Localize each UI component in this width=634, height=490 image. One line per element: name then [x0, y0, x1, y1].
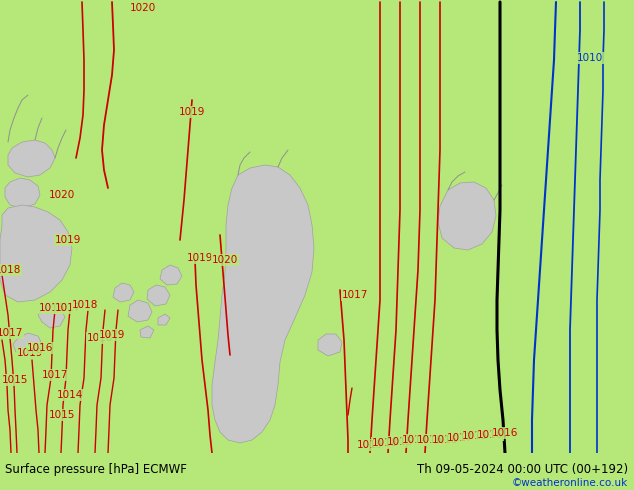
- Text: 1015: 1015: [387, 437, 413, 447]
- Polygon shape: [438, 182, 496, 250]
- Text: 1017: 1017: [342, 290, 368, 300]
- Text: Surface pressure [hPa] ECMWF: Surface pressure [hPa] ECMWF: [5, 464, 187, 476]
- Polygon shape: [13, 333, 42, 356]
- Polygon shape: [0, 205, 72, 302]
- Polygon shape: [128, 300, 152, 322]
- Text: 1017: 1017: [447, 433, 473, 443]
- Polygon shape: [38, 305, 65, 328]
- Polygon shape: [8, 140, 55, 177]
- Text: ©weatheronline.co.uk: ©weatheronline.co.uk: [512, 478, 628, 488]
- Text: 1019: 1019: [55, 235, 81, 245]
- Text: 1014: 1014: [402, 435, 428, 445]
- Text: 1020: 1020: [130, 3, 156, 13]
- Polygon shape: [158, 314, 170, 325]
- Text: 1016: 1016: [39, 303, 65, 313]
- Text: 1018: 1018: [72, 300, 98, 310]
- Text: 1016: 1016: [417, 435, 443, 445]
- Text: 1020: 1020: [212, 255, 238, 265]
- Text: 1018: 1018: [87, 333, 113, 343]
- Text: Th 09-05-2024 00:00 UTC (00+192): Th 09-05-2024 00:00 UTC (00+192): [417, 464, 628, 476]
- Text: 1017: 1017: [42, 370, 68, 380]
- Text: 1019: 1019: [179, 107, 205, 117]
- Text: 1015: 1015: [462, 431, 488, 441]
- Text: 1010: 1010: [577, 53, 603, 63]
- Text: 1016: 1016: [432, 435, 458, 445]
- Polygon shape: [318, 334, 342, 356]
- Text: 1020: 1020: [49, 190, 75, 200]
- Text: 1019: 1019: [17, 348, 43, 358]
- Text: 1016: 1016: [27, 343, 53, 353]
- Polygon shape: [140, 326, 154, 338]
- Text: 1016: 1016: [492, 428, 518, 438]
- Text: 1018: 1018: [0, 265, 21, 275]
- Text: 1015: 1015: [49, 410, 75, 420]
- Text: 1019: 1019: [99, 330, 125, 340]
- Polygon shape: [5, 178, 40, 208]
- Text: 1017: 1017: [0, 328, 23, 338]
- Text: 1019: 1019: [357, 440, 383, 450]
- Polygon shape: [147, 285, 170, 306]
- Text: 1019: 1019: [187, 253, 213, 263]
- Text: 1017: 1017: [55, 303, 81, 313]
- Text: 1014: 1014: [57, 390, 83, 400]
- Text: 1015: 1015: [2, 375, 28, 385]
- Polygon shape: [160, 265, 182, 285]
- Text: 1018: 1018: [372, 438, 398, 448]
- Text: 1016: 1016: [477, 430, 503, 440]
- Polygon shape: [113, 283, 134, 302]
- Polygon shape: [212, 165, 314, 443]
